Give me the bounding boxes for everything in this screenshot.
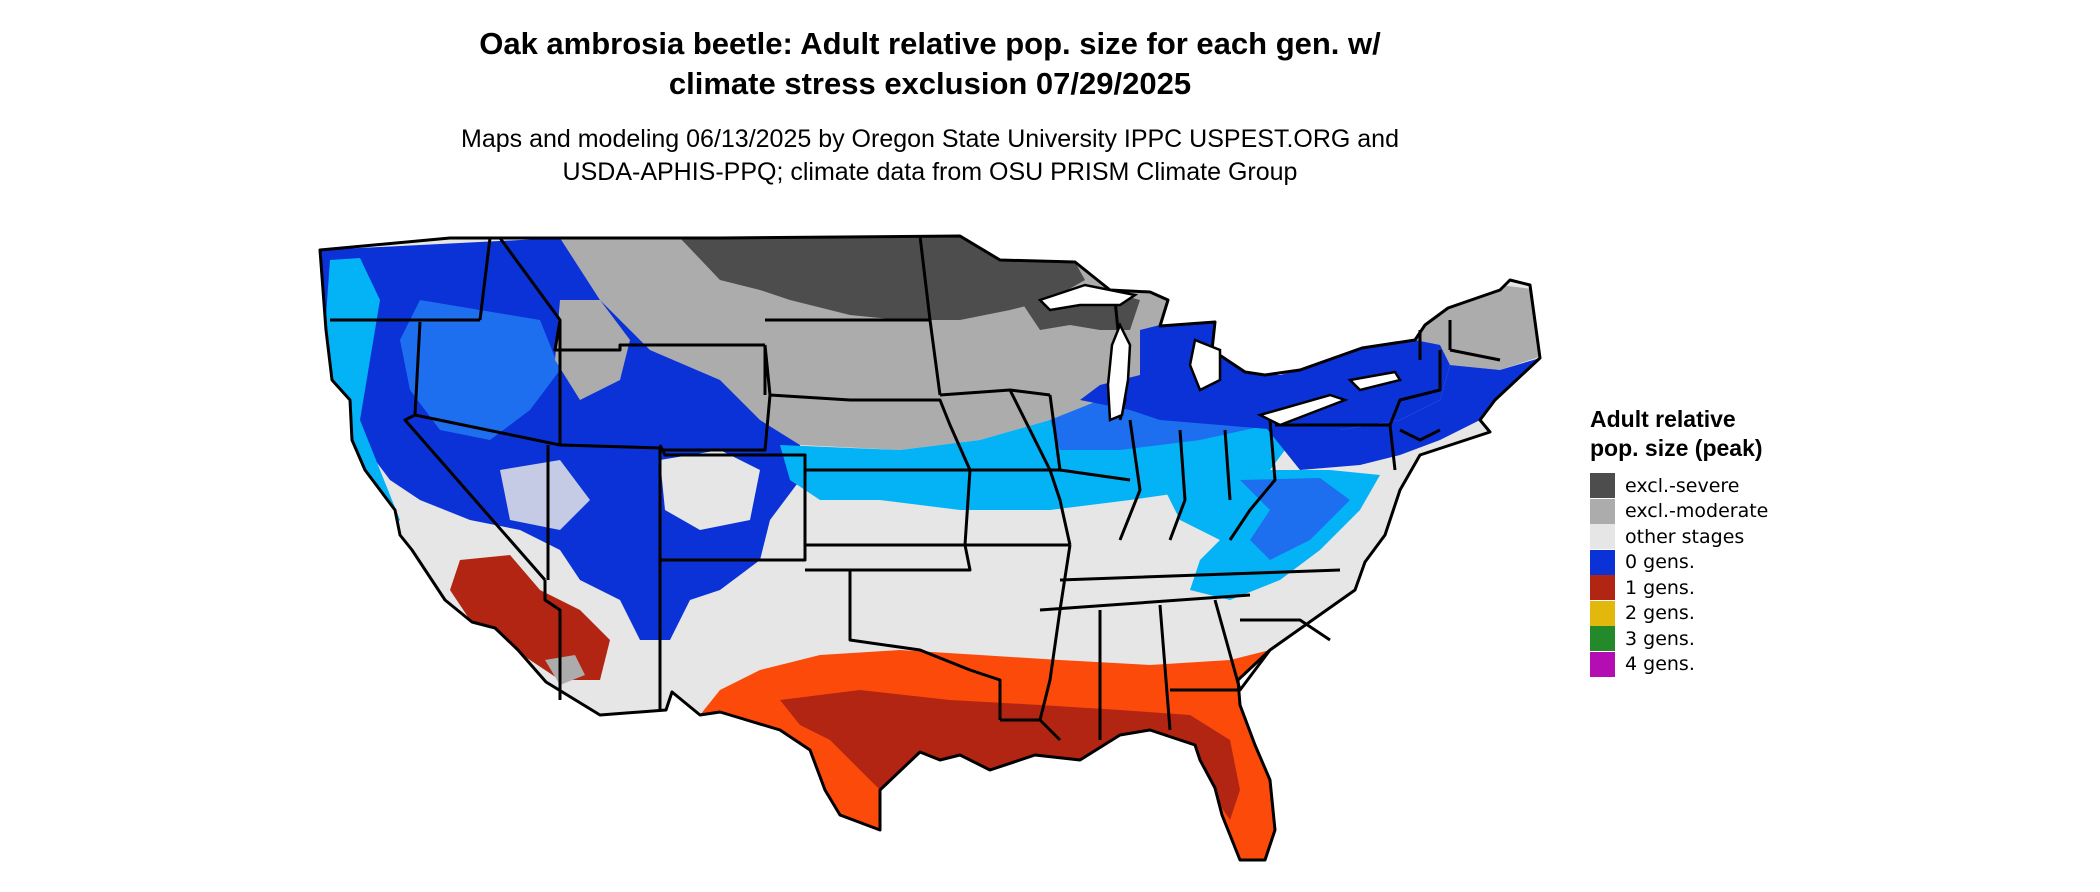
region-0-gens-appalachia-mid	[1240, 478, 1350, 560]
legend-title: Adult relative pop. size (peak)	[1590, 406, 1763, 461]
region-1-gens-gulf-coast	[780, 690, 1240, 820]
map-title-line-1: Oak ambrosia beetle: Adult relative pop.…	[479, 26, 1381, 61]
legend-item-4-gens: 4 gens.	[1590, 651, 1910, 678]
map-subtitle-line-1: Maps and modeling 06/13/2025 by Oregon S…	[461, 125, 1399, 153]
map-title: Oak ambrosia beetle: Adult relative pop.…	[380, 24, 1480, 104]
legend-swatch	[1590, 473, 1615, 499]
legend-swatch	[1590, 626, 1615, 652]
region-0-gens-west-mid	[400, 300, 560, 440]
state-borders	[318, 234, 1542, 862]
legend-item-2-gens: 2 gens.	[1590, 600, 1910, 627]
region-excl-severe-dakota-minnesota	[680, 236, 1085, 320]
lake-huron	[1188, 338, 1222, 392]
us-outline	[318, 234, 1542, 862]
legend-label: excl.-moderate	[1625, 500, 1769, 523]
legend-label: excl.-severe	[1625, 474, 1740, 497]
region-excl-moderate-arizona	[545, 655, 585, 685]
legend-swatch	[1590, 524, 1615, 550]
legend-swatch	[1590, 651, 1615, 677]
map-subtitle: Maps and modeling 06/13/2025 by Oregon S…	[380, 123, 1480, 189]
legend-label: 0 gens.	[1625, 551, 1695, 574]
legend-item-1-gens: 1 gens.	[1590, 575, 1910, 601]
legend-item-excl-severe: excl.-severe	[1590, 473, 1910, 499]
legend-swatch	[1590, 575, 1615, 601]
legend-label: 2 gens.	[1625, 602, 1695, 625]
border-northwest	[330, 237, 765, 581]
map-subtitle-line-2: USDA-APHIS-PPQ; climate data from OSU PR…	[562, 158, 1298, 186]
legend-item-3-gens: 3 gens.	[1590, 626, 1910, 652]
border-new-england	[1399, 320, 1501, 442]
great-lakes	[1037, 283, 1402, 427]
region-other-great-basin	[500, 460, 590, 530]
lake-superior	[1037, 283, 1139, 312]
map-legend: Adult relative pop. size (peak) excl.-se…	[1590, 405, 1910, 677]
region-0-gens-west-coast	[325, 258, 400, 540]
region-other-colorado	[660, 450, 760, 530]
legend-item-other-stages: other stages	[1590, 524, 1910, 550]
region-0-gens-northeast	[1260, 358, 1540, 470]
map-title-line-2: climate stress exclusion 07/29/2025	[668, 66, 1192, 101]
legend-item-excl-moderate: excl.-moderate	[1590, 498, 1910, 525]
region-1-gens-southwest	[450, 555, 610, 680]
legend-swatch	[1590, 549, 1615, 575]
legend-label: 3 gens.	[1625, 627, 1695, 650]
legend-label: 1 gens.	[1625, 576, 1695, 599]
legend-label: other stages	[1625, 525, 1745, 548]
border-mountain	[543, 344, 851, 710]
border-southeast	[1098, 599, 1331, 740]
lake-ontario	[1347, 370, 1402, 392]
lake-michigan	[1106, 321, 1132, 422]
legend-swatch	[1590, 600, 1615, 626]
legend-item-0-gens: 0 gens.	[1590, 549, 1910, 576]
lake-erie	[1256, 393, 1349, 427]
border-midwest	[965, 389, 1341, 742]
legend-swatch	[1590, 498, 1615, 524]
legend-label: 4 gens.	[1625, 653, 1695, 676]
